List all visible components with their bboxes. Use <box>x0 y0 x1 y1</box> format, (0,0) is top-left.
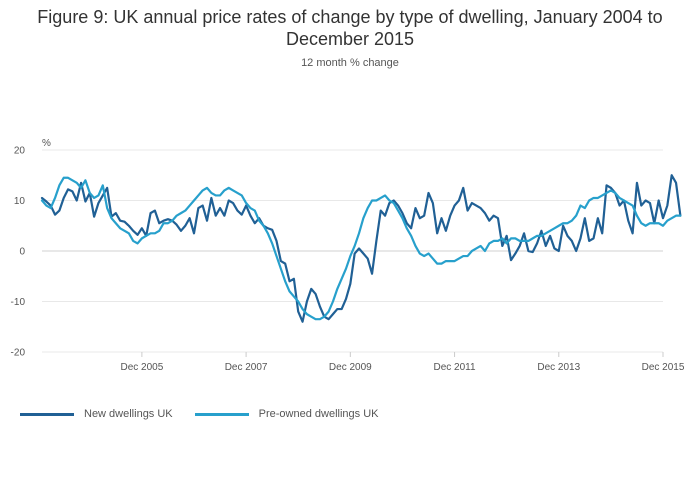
legend-item-new-dwellings[interactable]: New dwellings UK <box>20 408 173 420</box>
legend-swatch-new-dwellings <box>20 412 74 416</box>
y-tick-label: -10 <box>11 297 26 308</box>
legend-item-pre-owned-dwellings[interactable]: Pre-owned dwellings UK <box>194 408 379 420</box>
legend: New dwellings UK Pre-owned dwellings UK <box>20 408 401 420</box>
series-line-pre-owned-dwellings[interactable] <box>40 176 682 321</box>
series-line-new-dwellings[interactable] <box>40 174 682 323</box>
x-tick-label: Dec 2007 <box>225 362 268 373</box>
legend-label-pre-owned-dwellings: Pre-owned dwellings UK <box>258 408 379 420</box>
chart-title: Figure 9: UK annual price rates of chang… <box>37 7 663 49</box>
y-tick-label: 10 <box>14 196 26 207</box>
x-tick-label: Dec 2009 <box>329 362 372 373</box>
x-axis: Dec 2005 Dec 2007 Dec 2009 Dec 2011 Dec 2013… <box>120 352 685 373</box>
gridlines <box>42 149 663 353</box>
chart-subtitle: 12 month % change <box>301 57 399 69</box>
x-tick-label: Dec 2013 <box>537 362 580 373</box>
x-tick-label: Dec 2015 <box>642 362 685 373</box>
legend-swatch-pre-owned-dwellings <box>194 412 249 416</box>
y-axis-label: % <box>42 138 51 149</box>
x-tick-label: Dec 2005 <box>120 362 163 373</box>
y-axis: 20 10 0 -10 -20 <box>11 146 26 359</box>
series-lines <box>40 174 682 323</box>
y-tick-label: 0 <box>19 247 25 258</box>
y-tick-label: -20 <box>11 348 26 359</box>
x-tick-label: Dec 2011 <box>434 362 477 373</box>
legend-label-new-dwellings: New dwellings UK <box>84 408 173 420</box>
y-tick-label: 20 <box>14 146 26 157</box>
